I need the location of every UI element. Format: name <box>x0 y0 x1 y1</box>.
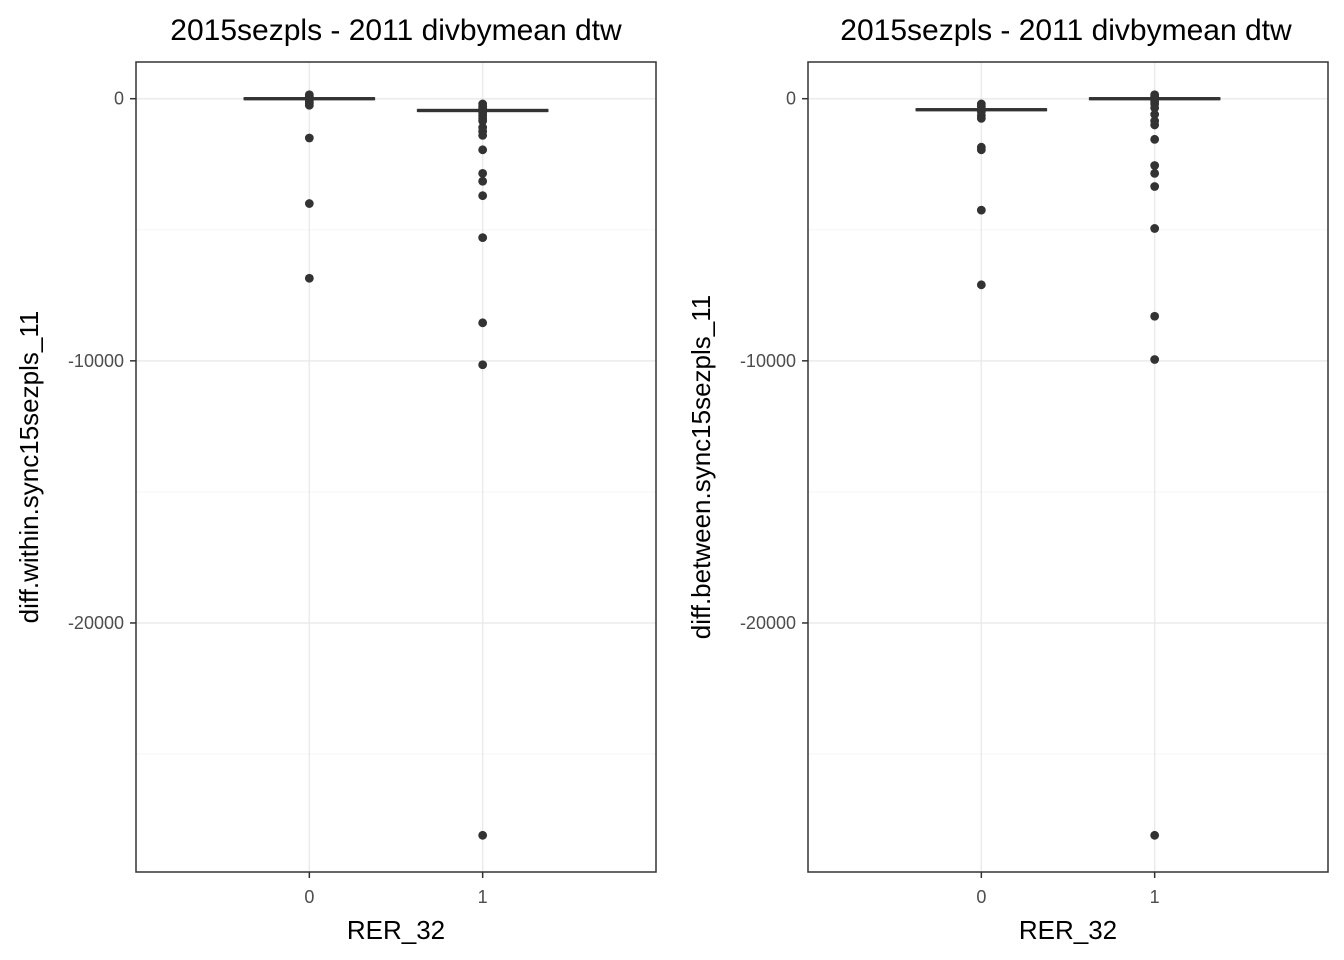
outlier-point <box>976 113 986 123</box>
outlier-point <box>1150 161 1160 170</box>
chart-title: 2015sezpls - 2011 divbymean dtw <box>840 14 1292 47</box>
outlier-point <box>1150 120 1160 130</box>
x-tick-label: 1 <box>478 887 488 907</box>
x-axis-label: RER_32 <box>1019 915 1117 945</box>
outlier-point <box>304 133 314 143</box>
x-tick-label: 0 <box>976 887 986 907</box>
outlier-point <box>478 191 488 201</box>
outlier-point <box>478 360 488 370</box>
panel-background <box>808 62 1328 872</box>
outlier-point <box>304 273 314 283</box>
outlier-point <box>478 169 488 178</box>
outlier-point <box>976 145 986 155</box>
outlier-point <box>1150 134 1160 144</box>
outlier-point <box>1150 311 1160 321</box>
outlier-point <box>1150 169 1160 178</box>
x-axis-label: RER_32 <box>347 915 445 945</box>
outlier-point <box>1150 103 1160 113</box>
y-tick-label: -10000 <box>68 351 124 371</box>
panel-background <box>136 62 656 872</box>
y-axis-label: diff.between.sync15sezpls_11 <box>686 295 716 640</box>
box-category-0 <box>243 90 376 283</box>
chart-title: 2015sezpls - 2011 divbymean dtw <box>170 14 622 47</box>
y-axis-label: diff.within.sync15sezpls_11 <box>14 311 44 624</box>
outlier-point <box>478 830 488 840</box>
outlier-point <box>1150 182 1160 191</box>
chart-panel-2: 0 -10000 -20000 0 1 2015sezpls - 2011 divbyme… <box>686 14 1329 945</box>
outlier-point <box>478 176 488 186</box>
y-tick-label: -20000 <box>68 613 124 633</box>
panel-border <box>807 61 1329 873</box>
outlier-point <box>1150 224 1160 233</box>
outlier-point <box>478 233 488 243</box>
outlier-point <box>304 199 314 208</box>
outlier-point <box>478 318 488 328</box>
outlier-point <box>976 205 986 215</box>
panel-border <box>135 61 657 873</box>
x-tick-label: 1 <box>1150 887 1160 907</box>
outlier-point <box>478 130 488 140</box>
outlier-point <box>478 116 488 126</box>
outlier-point <box>1150 830 1160 840</box>
outlier-point <box>976 280 986 290</box>
box-category-0 <box>915 99 1048 290</box>
outlier-point <box>304 100 314 110</box>
y-tick-label: 0 <box>786 89 796 109</box>
outlier-point <box>478 145 488 155</box>
outlier-point <box>1150 110 1160 119</box>
box-category-1 <box>1088 90 1221 840</box>
y-tick-label: -10000 <box>740 351 796 371</box>
y-tick-label: 0 <box>114 89 124 109</box>
x-tick-label: 0 <box>304 887 314 907</box>
chart-panels: 0 -10000 -20000 0 1 2015sezpls - 2011 divbyme… <box>14 14 1329 945</box>
outlier-point <box>1150 355 1160 364</box>
chart-panel-1: 0 -10000 -20000 0 1 2015sezpls - 2011 divbyme… <box>14 14 657 945</box>
box-category-1 <box>416 99 549 840</box>
y-tick-label: -20000 <box>740 613 796 633</box>
